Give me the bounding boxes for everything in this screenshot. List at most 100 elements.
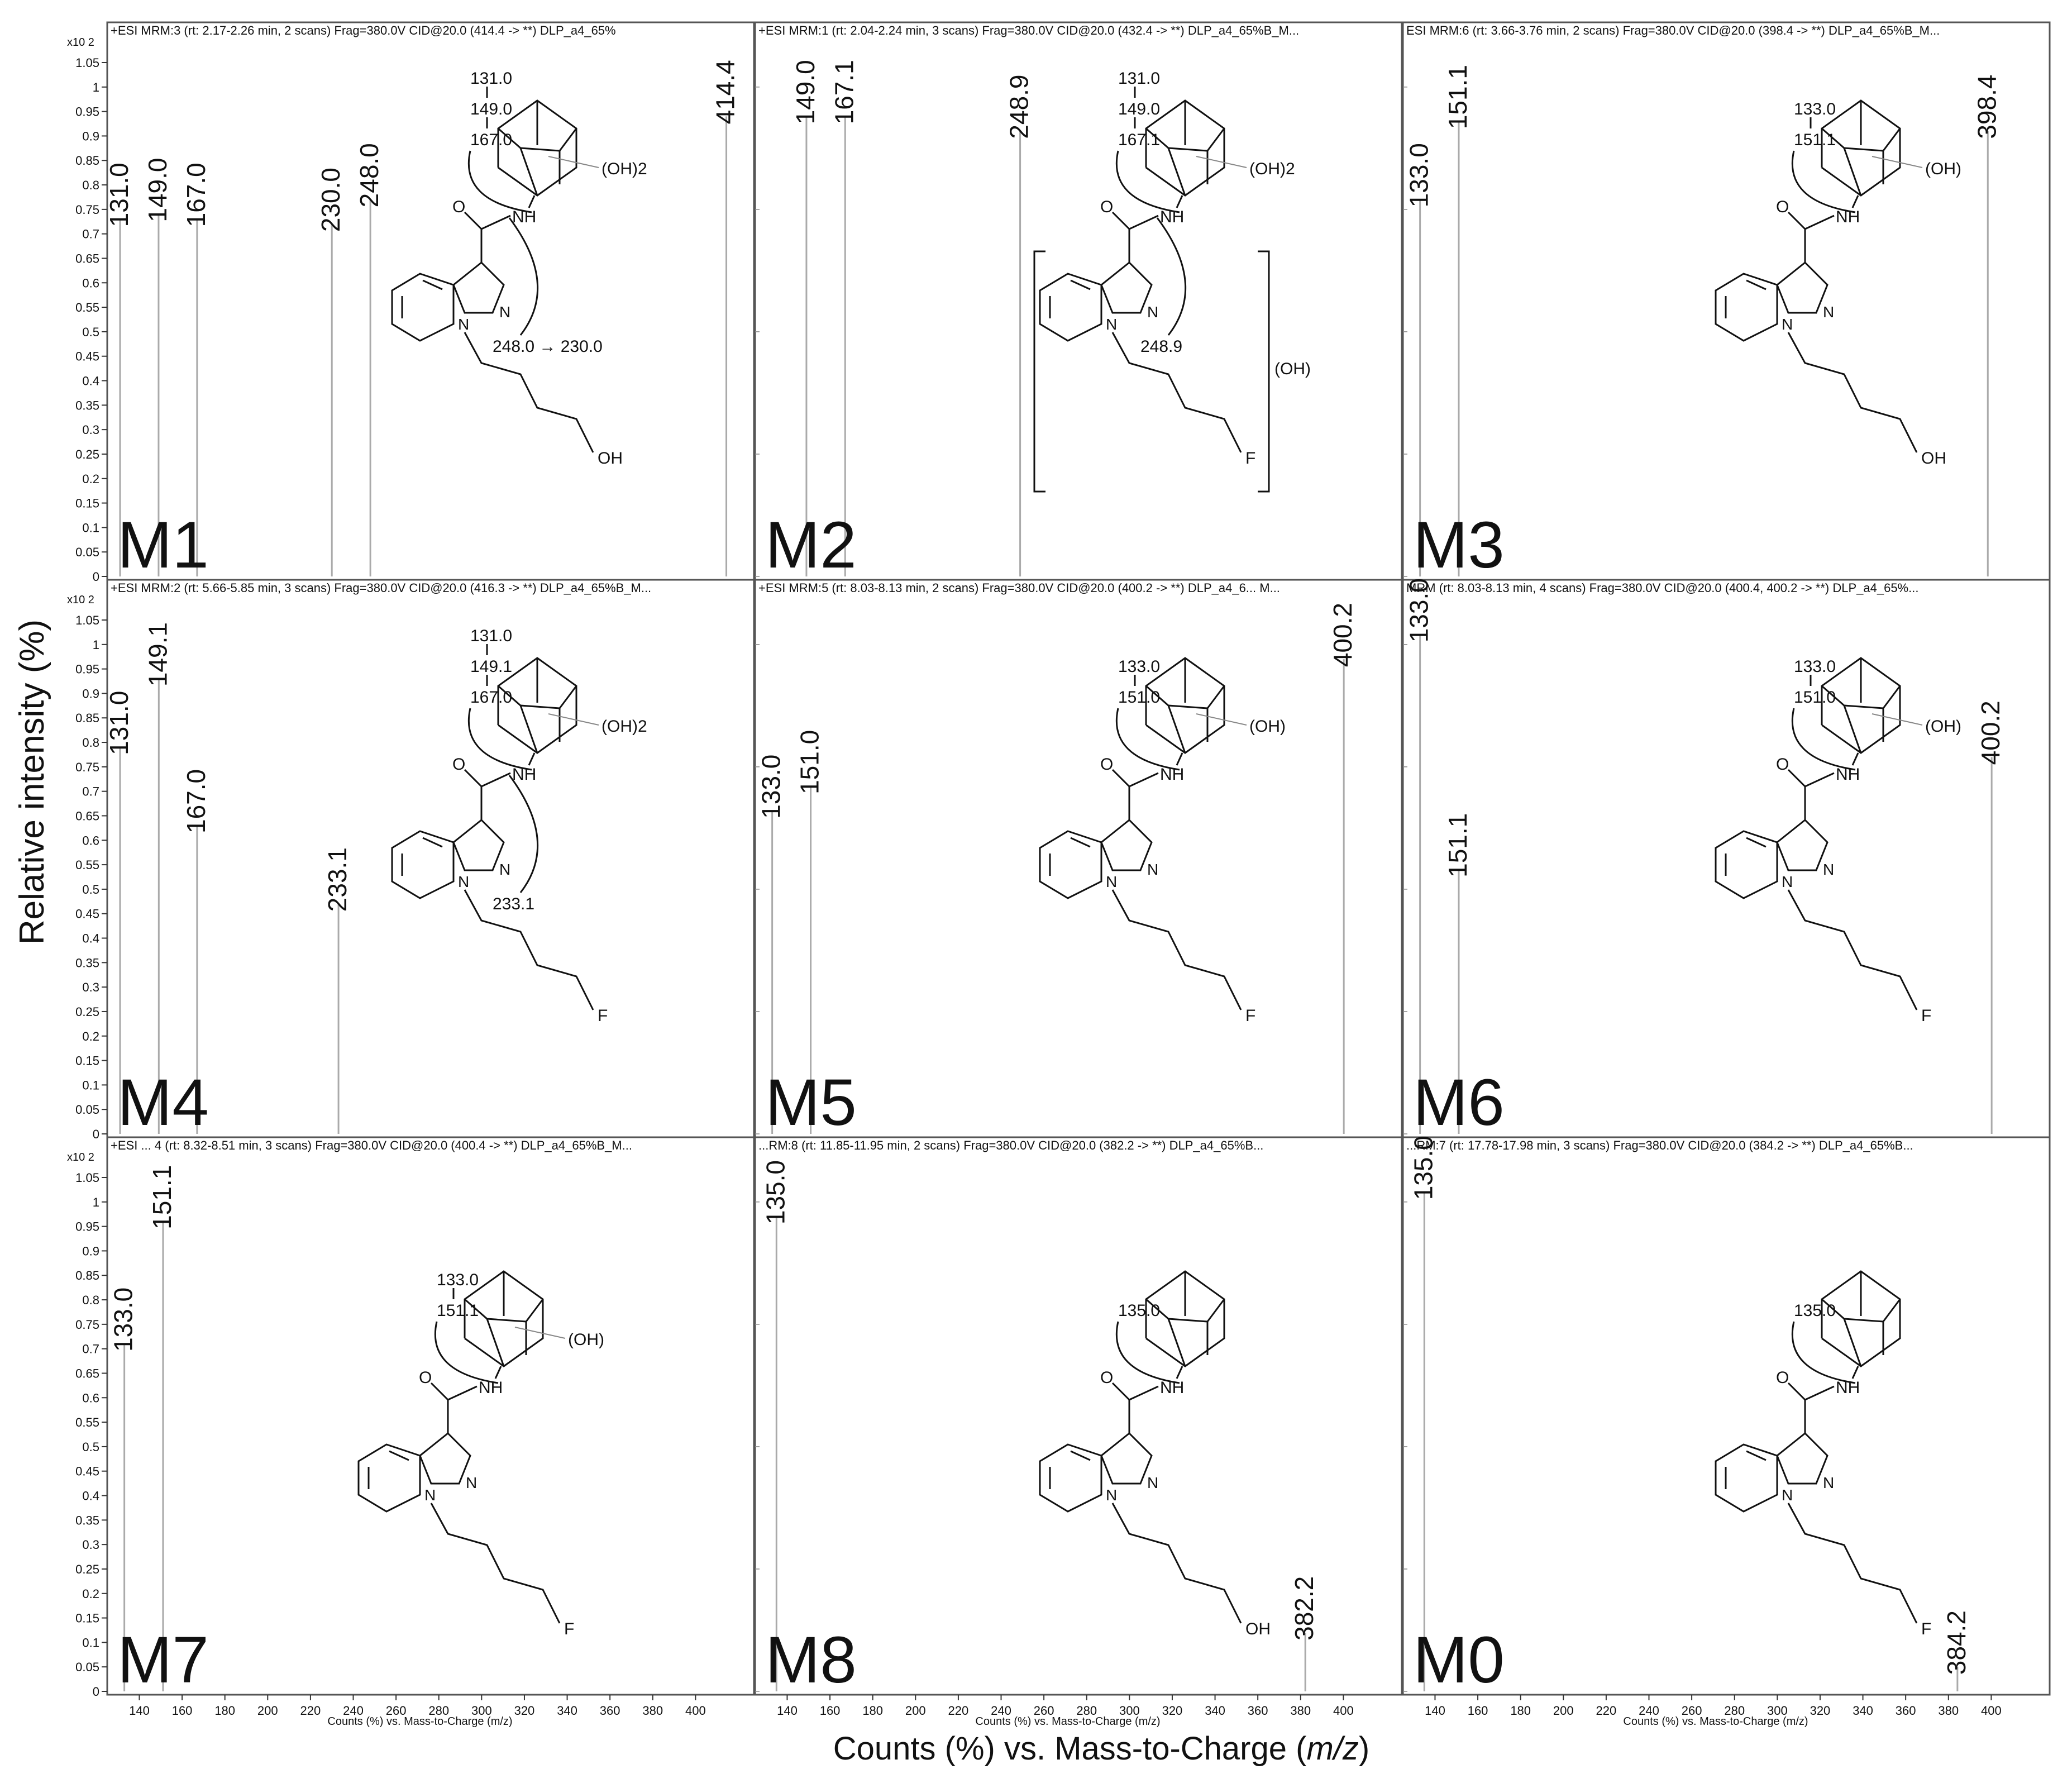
substituent-bond xyxy=(548,156,599,168)
pentyl-chain xyxy=(1111,1503,1242,1624)
adamantane-bridge xyxy=(1843,705,1862,754)
x-tick-label: 240 xyxy=(343,1704,364,1718)
bracket-substituent-label: (OH) xyxy=(1274,360,1311,378)
bond xyxy=(1111,1382,1130,1401)
bond xyxy=(1746,837,1767,848)
y-tick-label: 0.4 xyxy=(82,374,99,388)
benzene-ring xyxy=(1039,830,1102,899)
fragment-151.1: 151.1 xyxy=(1794,131,1836,149)
peak-label-151.1: 151.1 xyxy=(147,1165,176,1229)
x-tick-label: 240 xyxy=(991,1704,1011,1718)
pyrazole-ring xyxy=(1100,1432,1153,1485)
fragment-149.0: 149.0 xyxy=(1118,100,1160,118)
x-tick-label: 140 xyxy=(777,1704,798,1718)
fragmentation-arrow xyxy=(508,775,539,893)
bond xyxy=(1851,1366,1859,1379)
panel-header: +ESI MRM:5 (rt: 8.03-8.13 min, 2 scans) … xyxy=(758,581,1280,595)
y-tick-label: 0.55 xyxy=(75,1415,99,1429)
carbonyl-o-label: O xyxy=(419,1369,432,1387)
panel-frame xyxy=(106,21,755,581)
y-tick-label: 0.2 xyxy=(82,1587,99,1601)
fragmentation-arrow xyxy=(1115,150,1180,213)
carbonyl-o-label: O xyxy=(1776,1369,1789,1387)
n2-label: N xyxy=(1823,1474,1834,1491)
x-axis-title: Counts (%) vs. Mass-to-Charge (m/z) xyxy=(833,1730,1369,1767)
pyrazole-ring xyxy=(1100,819,1153,871)
chain-terminal-label: F xyxy=(1921,1620,1931,1638)
y-tick-label: 0.95 xyxy=(75,105,99,119)
y-tick-label: 0.55 xyxy=(75,858,99,872)
spectra-panels: +ESI MRM:3 (rt: 2.17-2.26 min, 2 scans) … xyxy=(67,21,2051,1728)
substituent-bond xyxy=(1872,156,1923,168)
y-tick-label: 0.05 xyxy=(75,1103,99,1117)
n1-label: N xyxy=(1106,1486,1117,1504)
bond xyxy=(1070,1450,1091,1461)
panel-header: +ESI MRM:3 (rt: 2.17-2.26 min, 2 scans) … xyxy=(111,23,616,37)
x-tick-label: 180 xyxy=(214,1704,235,1718)
bond xyxy=(1804,772,1835,788)
fragment-167.1: 167.1 xyxy=(1118,131,1160,149)
bond xyxy=(1851,752,1859,766)
pentyl-chain xyxy=(1787,1503,1918,1624)
y-tick-label: 1.05 xyxy=(75,56,99,70)
adamantane-bridge xyxy=(464,1298,544,1323)
y-tick-label: 0.6 xyxy=(82,833,99,847)
y-tick-label: 0.1 xyxy=(82,1636,99,1649)
panel-frame xyxy=(106,579,755,1138)
peak-label-131.0: 131.0 xyxy=(104,163,133,227)
chain-terminal-label: F xyxy=(1921,1007,1931,1025)
y-tick-label: 0.05 xyxy=(75,545,99,559)
benzene-ring xyxy=(1039,1443,1102,1513)
fragment-151.0: 151.0 xyxy=(1118,688,1160,707)
y-tick-label: 0.3 xyxy=(82,423,99,437)
chain-terminal-label: F xyxy=(1245,449,1255,468)
fragmentation-arrow xyxy=(1791,708,1856,771)
panel-x-axis-label: Counts (%) vs. Mass-to-Charge (m/z) xyxy=(1623,1715,1808,1728)
bond xyxy=(1787,1382,1806,1401)
chain-terminal-label: OH xyxy=(1921,449,1946,468)
carbonyl-o-label: O xyxy=(1100,755,1113,774)
x-tick-label: 160 xyxy=(820,1704,841,1718)
x-tick-label: 320 xyxy=(514,1704,535,1718)
panel-tag: M4 xyxy=(117,1066,209,1139)
x-tick-label: 260 xyxy=(386,1704,407,1718)
peak-label-151.1: 151.1 xyxy=(1443,813,1472,878)
bond xyxy=(1804,214,1835,230)
y-tick-label: 0.9 xyxy=(82,1244,99,1258)
peak-label-151.1: 151.1 xyxy=(1443,65,1472,129)
chain-terminal-label: OH xyxy=(598,449,623,468)
y-tick-label: 0.8 xyxy=(82,736,99,750)
fragmentation-arrow xyxy=(1791,150,1856,213)
peak-label-133.0: 133.0 xyxy=(1405,578,1434,642)
chain-terminal-label: F xyxy=(1245,1007,1255,1025)
spectrum-panel-m8: ...RM:8 (rt: 11.85-11.95 min, 2 scans) F… xyxy=(754,1136,1403,1728)
x-tick-label: 160 xyxy=(172,1704,193,1718)
panel-tag: M6 xyxy=(1413,1066,1505,1139)
fragmentation-arrow xyxy=(1115,1321,1180,1384)
x-tick-label: 160 xyxy=(1468,1704,1488,1718)
peak-label-414.4: 414.4 xyxy=(711,60,740,124)
x-tick-label: 200 xyxy=(257,1704,278,1718)
y-tick-label: 0.1 xyxy=(82,521,99,535)
x-tick-label: 220 xyxy=(300,1704,321,1718)
x-tick-label: 400 xyxy=(1333,1704,1354,1718)
pyrazole-ring xyxy=(1100,261,1153,314)
y-tick-label: 0.85 xyxy=(75,154,99,168)
bond xyxy=(430,1382,449,1401)
panel-header: +ESI MRM:1 (rt: 2.04-2.24 min, 3 scans) … xyxy=(758,23,1299,37)
y-tick-label: 0.15 xyxy=(75,1054,99,1068)
adamantane-bridge xyxy=(1167,1318,1186,1367)
x-tick-label: 280 xyxy=(1724,1704,1745,1718)
x-tick-label: 200 xyxy=(905,1704,926,1718)
panel-header: ...RM:7 (rt: 17.78-17.98 min, 3 scans) F… xyxy=(1406,1138,1913,1152)
n2-label: N xyxy=(1823,303,1834,321)
adamantane-bridge xyxy=(1843,1318,1862,1367)
y-tick-label: 0.7 xyxy=(82,1342,99,1356)
panel-header: +ESI ... 4 (rt: 8.32-8.51 min, 3 scans) … xyxy=(111,1138,632,1152)
peak-label-149.0: 149.0 xyxy=(143,158,172,222)
adamantane-bridge xyxy=(1167,705,1186,754)
